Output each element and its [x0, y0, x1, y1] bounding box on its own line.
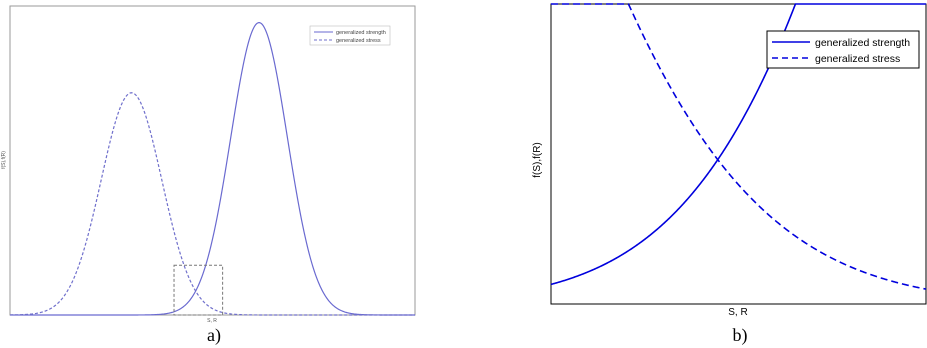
panel-b-legend: generalized strength generalized stress: [766, 30, 920, 69]
panel-b-ylabel: f(S),f(R): [532, 142, 543, 178]
series-line-strength: [10, 22, 415, 316]
zoom-region-box: [173, 264, 224, 316]
panel-a-label: a): [207, 325, 221, 346]
panel-b-curves: [550, 3, 927, 290]
panel-a-legend: generalized strength generalized stress: [309, 25, 391, 46]
panel-b-label: b): [733, 325, 748, 346]
panel-a-ylabel: f(S),f(R): [1, 151, 7, 169]
panel-b-legend-box: [766, 30, 920, 69]
panel-a-plot-area: [9, 5, 416, 316]
series-line-stress: [551, 3, 927, 290]
panel-b: f(S),f(R) S, R generalized strength gene…: [532, 3, 927, 346]
series-line-strength: [550, 3, 926, 286]
panel-b-legend-label-stress: generalized stress: [815, 53, 900, 65]
panel-b-xlabel: S, R: [728, 307, 747, 318]
panel-a-curves: [9, 22, 415, 316]
panel-a-xlabel: S, R: [207, 318, 217, 324]
series-line-stress: [9, 92, 415, 316]
panel-b-legend-label-strength: generalized strength: [815, 37, 910, 49]
panel-a-legend-label-strength: generalized strength: [336, 30, 386, 36]
panel-a-legend-label-stress: generalized stress: [336, 38, 381, 44]
panel-a: f(S),f(R) S, R generalized strength gene…: [1, 5, 416, 346]
